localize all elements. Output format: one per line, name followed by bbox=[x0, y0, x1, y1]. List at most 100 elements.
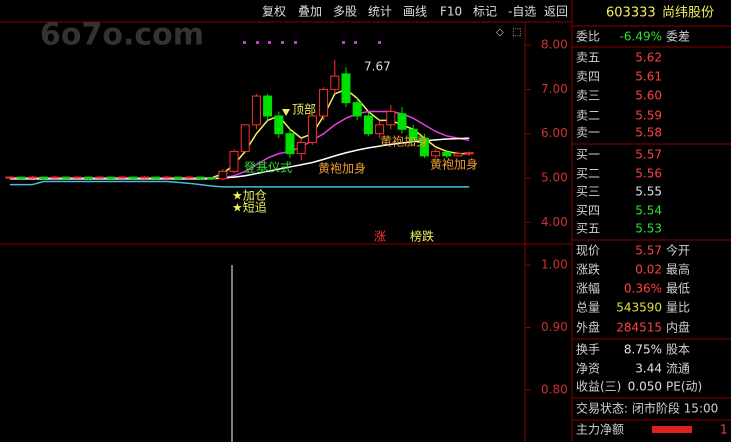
toolbar-button[interactable]: 复权 bbox=[262, 5, 286, 19]
candle-body bbox=[352, 102, 362, 117]
candle-body bbox=[39, 176, 49, 179]
row-value: 8.75% bbox=[624, 343, 662, 357]
candle-body bbox=[184, 176, 194, 179]
toolbar-button[interactable]: 返回 bbox=[544, 5, 568, 19]
candle-body bbox=[386, 111, 396, 126]
row-label: 涨幅 bbox=[576, 281, 600, 296]
row-label: 涨跌 bbox=[576, 262, 600, 277]
candle-body bbox=[397, 113, 407, 130]
annotation: 顶部 bbox=[292, 102, 316, 117]
candle-body bbox=[195, 176, 205, 179]
toolbar-button[interactable]: 叠加 bbox=[298, 5, 322, 19]
candle-body bbox=[27, 176, 37, 179]
candle-body bbox=[285, 133, 295, 155]
candle-body bbox=[240, 124, 250, 152]
row-value: 543590 bbox=[616, 301, 662, 315]
y-tick-label: 6.00 bbox=[541, 126, 568, 140]
annotation: 登基仪式 bbox=[244, 160, 292, 175]
flow-label: 主力净额 bbox=[576, 423, 624, 437]
row-value: 5.55 bbox=[635, 185, 662, 199]
row-label: 换手 bbox=[576, 343, 600, 357]
candle-body bbox=[274, 115, 284, 135]
candle-body bbox=[341, 73, 351, 104]
annotation: 涨 bbox=[374, 229, 386, 244]
candle-body bbox=[207, 177, 217, 180]
row-value: 3.44 bbox=[635, 362, 662, 376]
row-value: 5.58 bbox=[635, 126, 662, 140]
row-value: 5.54 bbox=[635, 204, 662, 218]
row-label: 现价 bbox=[576, 244, 600, 258]
candle-body bbox=[218, 170, 228, 180]
candle-body bbox=[375, 124, 385, 135]
candle-body bbox=[307, 115, 317, 144]
candle-body bbox=[453, 153, 463, 157]
candle-body bbox=[464, 152, 474, 155]
toolbar-button[interactable]: 统计 bbox=[368, 5, 392, 19]
row-label: 内盘 bbox=[666, 320, 690, 335]
candle-body bbox=[83, 176, 93, 179]
candle-body bbox=[151, 176, 161, 179]
candle-body bbox=[106, 176, 116, 179]
row-value: 5.53 bbox=[635, 222, 662, 236]
y-tick-label: 4.00 bbox=[541, 215, 568, 229]
row-label: 委比 bbox=[576, 30, 600, 44]
annotation: 黄袍加身 bbox=[430, 157, 478, 172]
arrow bbox=[282, 109, 290, 116]
flow-bar bbox=[652, 426, 692, 433]
row-label: 买五 bbox=[576, 222, 600, 236]
candle-body bbox=[319, 88, 329, 117]
annotation: ★短追 bbox=[232, 200, 267, 215]
icon[interactable]: ◇ bbox=[496, 27, 504, 38]
row-value: 0.050 bbox=[628, 380, 662, 394]
y-tick-label: 8.00 bbox=[541, 38, 568, 52]
row-label: 卖一 bbox=[576, 126, 600, 140]
row-value: 5.61 bbox=[635, 70, 662, 84]
row-label: 卖四 bbox=[576, 70, 600, 84]
candle-body bbox=[363, 115, 373, 135]
annotation: 黄袍加身 bbox=[318, 161, 366, 176]
candle-body bbox=[50, 176, 60, 179]
watermark: 6o7o.com bbox=[40, 18, 204, 53]
markers bbox=[243, 41, 381, 44]
annotation: 7.67 bbox=[364, 60, 391, 74]
row-label: 卖三 bbox=[576, 89, 600, 103]
candle-body bbox=[16, 176, 26, 179]
row-label: 今开 bbox=[666, 243, 690, 258]
candle-body bbox=[117, 176, 127, 179]
row-label: 买三 bbox=[576, 185, 600, 199]
row-value: 5.57 bbox=[635, 148, 662, 162]
candle-body bbox=[139, 176, 149, 179]
row-label: 卖二 bbox=[576, 109, 600, 123]
candle-body bbox=[128, 176, 138, 179]
candle-body bbox=[419, 137, 429, 157]
toolbar-button[interactable]: 多股 bbox=[333, 5, 357, 19]
candle-body bbox=[162, 176, 172, 179]
row-value: 0.02 bbox=[635, 263, 662, 277]
y-tick-label: 0.90 bbox=[541, 320, 568, 334]
row-value: 5.56 bbox=[635, 167, 662, 181]
toolbar-button[interactable]: F10 bbox=[440, 5, 462, 19]
y-tick-label: 7.00 bbox=[541, 82, 568, 96]
candle-body bbox=[442, 151, 452, 157]
row-label: 股本 bbox=[666, 343, 690, 357]
stock-code: 603333 bbox=[606, 6, 656, 21]
y-tick-label: 0.80 bbox=[541, 383, 568, 397]
candle-body bbox=[263, 95, 273, 117]
icon[interactable]: ⬚ bbox=[512, 27, 521, 38]
toolbar-button[interactable]: 标记 bbox=[473, 5, 497, 19]
row-value: 5.60 bbox=[635, 89, 662, 103]
row-label: 收益(三) bbox=[576, 380, 621, 394]
ma-line bbox=[10, 180, 470, 188]
row-label: 委差 bbox=[666, 30, 690, 44]
candle-body bbox=[173, 176, 183, 179]
row-value: -6.49% bbox=[620, 30, 662, 44]
toolbar-button[interactable]: -自选 bbox=[508, 5, 536, 19]
candle-body bbox=[408, 128, 418, 141]
annotation: 榜跌 bbox=[410, 229, 434, 244]
row-value: 0.36% bbox=[624, 282, 662, 296]
y-tick-label: 1.00 bbox=[541, 258, 568, 272]
row-label: 最高 bbox=[666, 262, 690, 277]
candle-body bbox=[95, 176, 105, 179]
toolbar-button[interactable]: 画线 bbox=[403, 5, 427, 19]
